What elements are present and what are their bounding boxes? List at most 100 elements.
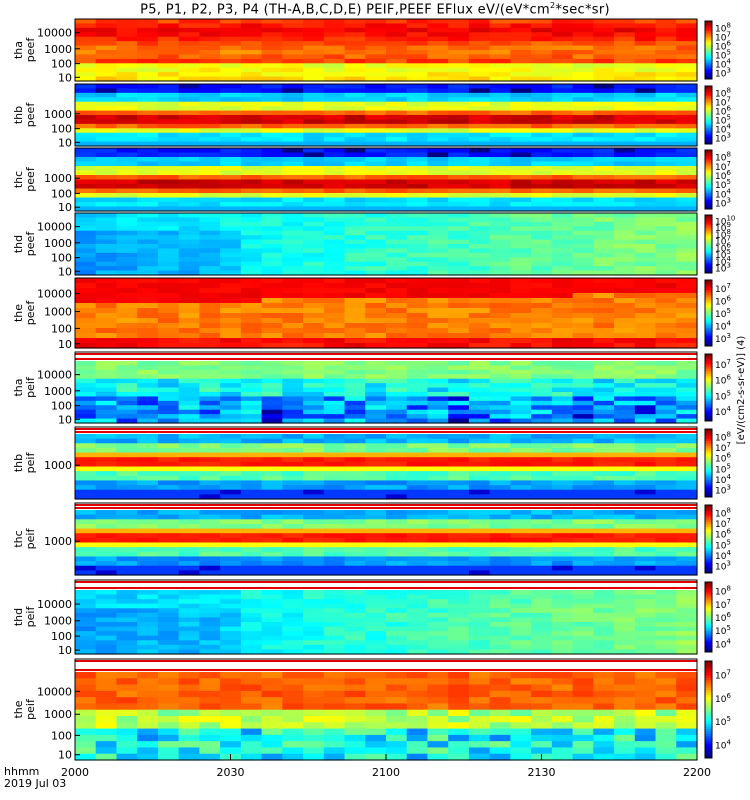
heatmap-cell [240, 590, 263, 596]
heatmap-cell [220, 631, 242, 637]
heatmap-cell [261, 565, 283, 571]
heatmap-cell [448, 434, 470, 440]
heatmap-cell [634, 631, 657, 637]
heatmap-cell [655, 409, 677, 415]
heatmap-cell [157, 313, 180, 319]
heatmap-cell [157, 188, 180, 194]
heatmap-cell [282, 175, 304, 181]
heatmap-cell [655, 519, 677, 525]
colorbar-cell [705, 535, 712, 538]
heatmap-cell [427, 141, 449, 147]
heatmap-cell [676, 438, 698, 444]
heatmap-cell [510, 590, 532, 596]
heatmap-cell [531, 45, 553, 51]
heatmap-cell [448, 175, 470, 181]
heatmap-cell [634, 457, 657, 463]
heatmap-cell [282, 63, 304, 69]
heatmap-cell [531, 132, 553, 138]
heatmap-cell [572, 166, 594, 172]
heatmap-cell [282, 709, 304, 717]
heatmap-cell [614, 67, 636, 73]
heatmap-cell [489, 266, 511, 272]
heatmap-cell [344, 257, 366, 263]
heatmap-cell [551, 333, 574, 339]
heatmap-cell [427, 716, 449, 723]
heatmap-cell [593, 409, 615, 415]
heatmap-cell [323, 594, 346, 600]
heatmap-cell [157, 728, 180, 736]
heatmap-cell [344, 261, 366, 267]
heatmap-cell [220, 76, 242, 82]
colorbar-cell [705, 468, 712, 471]
heatmap-cell [116, 110, 138, 116]
heatmap-cell [406, 722, 429, 730]
heatmap-cell [531, 72, 553, 78]
heatmap-cell [551, 672, 574, 679]
heatmap-cell [323, 617, 346, 623]
heatmap-cell [261, 175, 283, 181]
heatmap-cell [489, 239, 511, 245]
heatmap-cell [448, 32, 470, 38]
heatmap-cell [386, 537, 408, 544]
heatmap-cell [489, 523, 511, 530]
heatmap-cell [282, 369, 304, 375]
heatmap-cell [157, 542, 180, 548]
heatmap-cell [572, 244, 594, 250]
heatmap-cell [261, 466, 283, 472]
heatmap-cell [386, 599, 408, 605]
heatmap-cell [116, 206, 138, 212]
colorbar-cell [705, 120, 712, 123]
heatmap-cell [178, 528, 200, 534]
heatmap-cell [199, 684, 221, 692]
heatmap-cell [240, 703, 263, 711]
heatmap-cell [282, 45, 304, 51]
heatmap-cell [427, 303, 449, 309]
heatmap-cell [323, 132, 346, 138]
heatmap-cell [137, 193, 159, 199]
heatmap-cell [178, 41, 200, 47]
heatmap-cell [386, 452, 408, 458]
heatmap-cell [220, 261, 242, 267]
heatmap-cell [240, 466, 263, 472]
heatmap-cell [75, 447, 97, 454]
heatmap-cell [427, 235, 449, 241]
heatmap-cell [199, 409, 221, 415]
heatmap-cell [116, 76, 138, 82]
heatmap-cell [137, 387, 159, 393]
colorbar-cell [705, 567, 712, 571]
heatmap-cell [303, 443, 325, 449]
heatmap-cell [220, 323, 242, 329]
heatmap-cell [572, 414, 594, 420]
heatmap-cell [178, 383, 200, 389]
heatmap-cell [220, 480, 242, 486]
heatmap-cell [406, 387, 429, 393]
heatmap-cell [178, 374, 200, 380]
heatmap-cell [427, 115, 449, 121]
heatmap-cell [551, 239, 574, 245]
heatmap-cell [344, 193, 366, 199]
heatmap-cell [240, 179, 263, 185]
y-tick-label: 100 [51, 187, 72, 200]
heatmap-cell [489, 533, 511, 539]
heatmap-cell [220, 308, 242, 314]
heatmap-cell [75, 537, 97, 544]
colorbar-cell [705, 648, 712, 651]
heatmap-cell [676, 97, 698, 103]
heatmap-cell [137, 599, 159, 605]
heatmap-cell [510, 514, 532, 520]
heatmap-cell [137, 741, 159, 749]
colorbar-cell [705, 597, 712, 600]
heatmap-cell [406, 565, 429, 571]
heatmap-cell [157, 226, 180, 232]
heatmap-cell [406, 556, 429, 562]
heatmap-cell [344, 697, 366, 705]
heatmap-cell [406, 235, 429, 241]
heatmap-cell [220, 266, 242, 272]
red-stripe [75, 504, 697, 506]
heatmap-cell [614, 308, 636, 314]
heatmap-cell [489, 97, 511, 103]
heatmap-cell [261, 248, 283, 254]
colorbar-cell [705, 569, 712, 572]
heatmap-cell [531, 716, 553, 723]
heatmap-cell [551, 409, 574, 415]
